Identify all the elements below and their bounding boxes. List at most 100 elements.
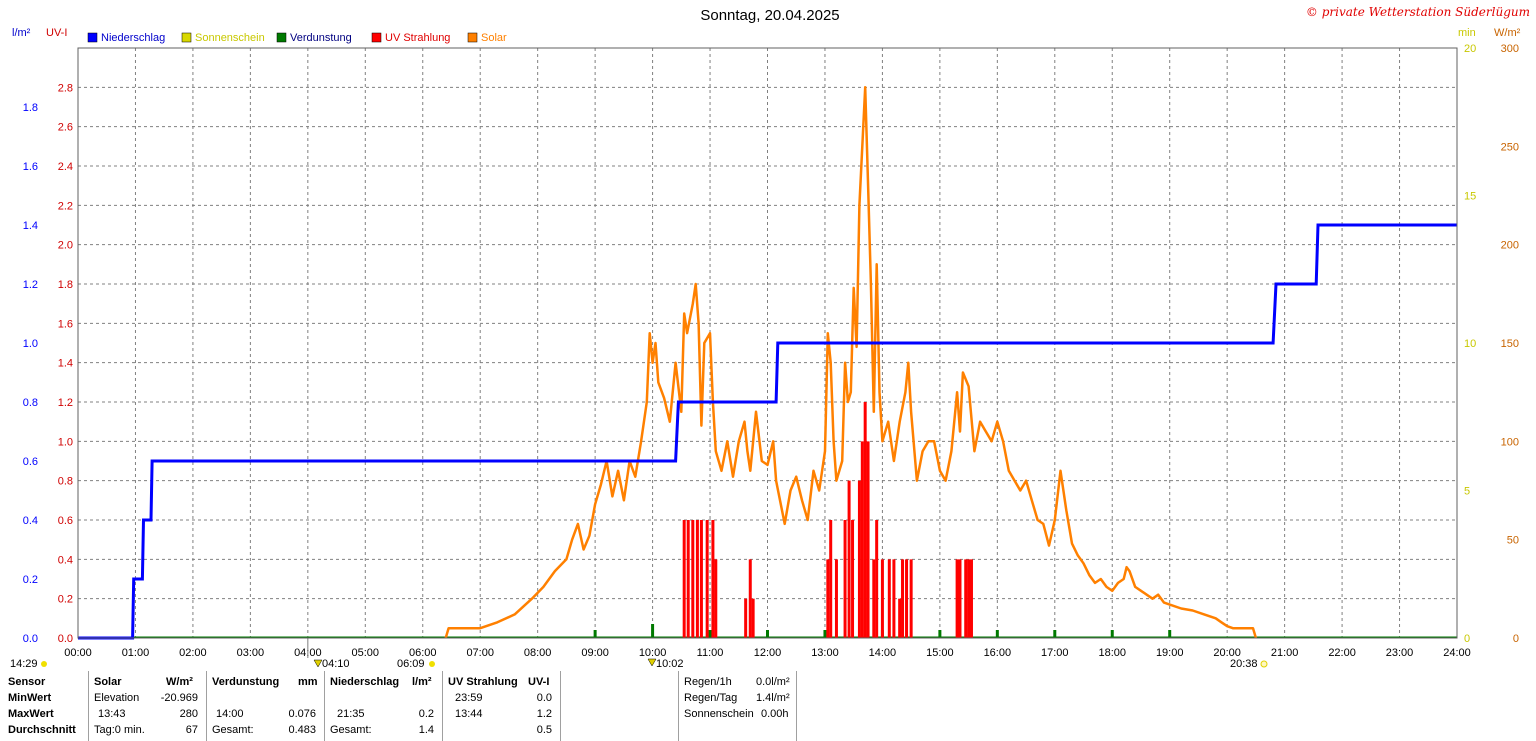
legend-uv: UV Strahlung — [385, 32, 450, 44]
table-separator — [796, 671, 797, 741]
x-tick-label: 18:00 — [1098, 647, 1126, 659]
marker-sunrise-low: 04:10 — [322, 658, 350, 670]
chart-title: Sonntag, 20.04.2025 — [700, 7, 839, 24]
legend-sonnenschein: Sonnenschein — [195, 32, 265, 44]
marker-left-time: 14:29 — [10, 658, 38, 670]
verdunstung-bar — [1110, 630, 1114, 638]
rain-tick-label: 1.2 — [23, 279, 38, 291]
x-tick-label: 16:00 — [984, 647, 1012, 659]
x-tick-label: 21:00 — [1271, 647, 1299, 659]
solar-unit: W/m² — [166, 676, 193, 688]
x-tick-label: 05:00 — [352, 647, 380, 659]
uv-max-value: 1.2 — [536, 708, 552, 720]
solar-avg-label: Tag:0 min. — [94, 724, 145, 736]
uv-unit: UV-I — [528, 676, 550, 688]
plot-frame — [77, 47, 1458, 639]
x-tick-label: 06:00 — [409, 647, 437, 659]
x-tick-label: 20:00 — [1213, 647, 1241, 659]
min-tick-label: 5 — [1464, 486, 1470, 498]
niederschlag-max-time: 21:35 — [337, 708, 365, 720]
marker-sunset: 20:38 — [1230, 658, 1258, 670]
axis-ticks: 00:00 01:00 02:00 03:00 04:00 05:00 06:00 07:00… — [23, 43, 1519, 659]
solar-tick-label: 200 — [1501, 240, 1519, 252]
solar-max-time: 13:43 — [98, 708, 126, 720]
marker-sunset-dot — [1260, 660, 1268, 668]
uv-tick-label: 2.8 — [58, 82, 73, 94]
solar-avg-value: 67 — [185, 724, 198, 736]
summary-rain-day-value: 1.4l/m² — [756, 692, 790, 704]
niederschlag-line — [78, 223, 1457, 640]
niederschlag-header: Niederschlag — [330, 676, 400, 688]
sensor-row-min: MinWert — [8, 692, 52, 704]
verdunstung-total-label: Gesamt: — [212, 724, 254, 736]
x-tick-label: 22:00 — [1328, 647, 1356, 659]
table-separator — [560, 671, 561, 741]
uv-tick-label: 2.0 — [58, 240, 73, 252]
uv-tick-label: 0.4 — [58, 554, 73, 566]
marker-sunrise-dot — [429, 661, 435, 667]
x-tick-label: 11:00 — [697, 647, 724, 659]
x-tick-label: 15:00 — [926, 647, 954, 659]
uv-tick-label: 2.2 — [58, 200, 73, 212]
rain-tick-label: 1.4 — [23, 220, 38, 232]
x-tick-label: 09:00 — [581, 647, 609, 659]
niederschlag-unit: l/m² — [412, 676, 432, 688]
min-axis-unit: min — [1458, 27, 1476, 39]
sensor-row-max: MaxWert — [8, 708, 54, 720]
verdunstung-bar — [995, 630, 999, 638]
rain-tick-label: 0.0 — [23, 633, 38, 645]
verdunstung-max-value: 0.076 — [288, 708, 316, 720]
table-separator — [442, 671, 443, 741]
min-tick-label: 10 — [1464, 338, 1476, 350]
summary-rain-hour-label: Regen/1h — [684, 676, 732, 688]
x-tick-label: 24:00 — [1443, 647, 1471, 659]
uv-avg-value: 0.5 — [536, 724, 552, 736]
verdunstung-bar — [708, 630, 712, 638]
solar-min-value: -20.969 — [160, 692, 198, 704]
rain-tick-label: 1.0 — [23, 338, 38, 350]
verdunstung-bar — [766, 630, 769, 638]
summary-sunshine-label: Sonnenschein — [684, 708, 754, 720]
table-separator — [206, 671, 207, 741]
x-tick-label: 03:00 — [237, 647, 265, 659]
uv-max-time: 13:44 — [455, 708, 483, 720]
solar-min-label: Elevation — [94, 692, 140, 704]
uv-tick-label: 0.8 — [58, 476, 73, 488]
marker-noon-icon — [647, 658, 657, 667]
x-tick-label: 14:00 — [869, 647, 897, 659]
legend: Niederschlag Sonnenschein Verdunstung UV… — [87, 32, 507, 44]
niederschlag-total-label: Gesamt: — [330, 724, 372, 736]
summary-rain-hour-value: 0.0l/m² — [756, 676, 790, 688]
legend-sonnenschein-swatch — [181, 32, 192, 43]
uv-tick-label: 1.4 — [58, 358, 73, 370]
solar-line — [444, 86, 1258, 639]
copyright-label: © private Wetterstation Süderlügum — [1306, 5, 1530, 19]
niederschlag-max-value: 0.2 — [418, 708, 434, 720]
marker-noon: 10:02 — [656, 658, 684, 670]
solar-tick-label: 250 — [1501, 141, 1519, 153]
marker-sunrise-low-icon — [313, 659, 323, 668]
stats-table: Sensor MinWert MaxWert Durchschnitt Sola… — [0, 672, 800, 741]
x-tick-label: 07:00 — [466, 647, 494, 659]
legend-uv-swatch — [371, 32, 382, 43]
x-tick-label: 12:00 — [754, 647, 782, 659]
uv-tick-label: 2.6 — [58, 122, 73, 134]
rain-tick-label: 1.8 — [23, 102, 38, 114]
uv-tick-label: 2.4 — [58, 161, 73, 173]
solar-tick-label: 0 — [1513, 633, 1519, 645]
table-separator — [88, 671, 89, 741]
marker-left-dot — [41, 661, 47, 667]
table-separator — [324, 671, 325, 741]
x-tick-label: 10:00 — [639, 647, 667, 659]
solar-tick-label: 100 — [1501, 436, 1519, 448]
uv-tick-label: 1.8 — [58, 279, 73, 291]
legend-niederschlag: Niederschlag — [101, 32, 165, 44]
verdunstung-bar — [651, 624, 655, 638]
uv-tick-label: 0.2 — [58, 594, 73, 606]
solar-tick-label: 300 — [1501, 43, 1519, 55]
solar-max-value: 280 — [179, 708, 198, 720]
verdunstung-max-time: 14:00 — [216, 708, 244, 720]
time-markers: 14:29 04:10 06:09 10:02 20:38 — [10, 658, 1268, 670]
verdunstung-bar — [823, 630, 827, 638]
